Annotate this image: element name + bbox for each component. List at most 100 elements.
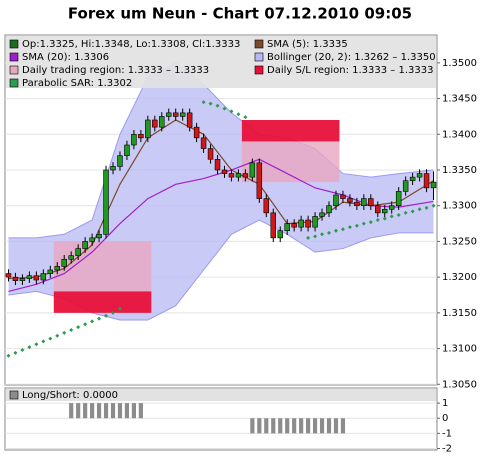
sar-dot — [104, 313, 109, 318]
sar-dot — [403, 210, 408, 215]
legend-label: Daily trading region: 1.3333 – 1.3333 — [22, 65, 209, 76]
sar-dot — [111, 310, 115, 315]
bar — [326, 418, 332, 434]
bar — [264, 418, 269, 434]
sar-dot — [97, 316, 102, 321]
legend-swatch — [9, 390, 19, 400]
sar-dot — [340, 227, 345, 232]
sar-dot — [424, 205, 429, 210]
candle-body — [103, 169, 109, 235]
bar — [312, 418, 318, 434]
sar-dot — [417, 207, 422, 212]
region — [53, 291, 152, 313]
y-tick-label: 1.3200 — [442, 272, 477, 283]
sar-dot — [90, 319, 95, 324]
candle-body — [256, 162, 263, 199]
candle-body — [47, 269, 54, 274]
candle-body — [263, 198, 270, 214]
candle-body — [319, 212, 325, 217]
sar-dot — [320, 232, 325, 237]
legend-label: SMA (5): 1.3335 — [267, 39, 348, 50]
candle-body — [26, 275, 33, 279]
sar-dot — [48, 336, 53, 341]
legend-label: Parabolic SAR: 1.3302 — [22, 78, 132, 89]
sar-dot — [222, 106, 227, 111]
sar-dot — [243, 115, 248, 120]
bar — [278, 418, 283, 434]
candle-body — [430, 181, 437, 189]
candle-body — [200, 137, 207, 149]
candle-body — [68, 255, 74, 260]
candle-body — [19, 278, 26, 282]
bar — [306, 418, 311, 434]
sar-dot — [34, 342, 39, 347]
y-tick-label: 1.3450 — [442, 94, 477, 105]
legend-background — [6, 36, 436, 88]
y-tick-label: 1 — [442, 398, 448, 409]
legend-label: Op:1.3325, Hi:1.3348, Lo:1.3308, Cl:1.33… — [22, 39, 240, 50]
legend-label: Long/Short: 0.0000 — [22, 390, 118, 401]
candle-body — [409, 176, 416, 182]
candle-body — [193, 126, 200, 139]
bar — [96, 403, 102, 419]
legend-label: SMA (20): 1.3306 — [22, 52, 109, 63]
candle-body — [117, 155, 123, 167]
sar-dot — [236, 112, 241, 117]
sar-dot — [62, 330, 67, 335]
candle-body — [138, 133, 144, 139]
sar-dot — [327, 230, 331, 235]
y-tick-label: 1.3500 — [442, 58, 477, 69]
candle-body — [152, 119, 158, 128]
sar-dot — [361, 221, 366, 226]
region — [53, 241, 152, 292]
chart-title: Forex um Neun - Chart 07.12.2010 09:05 — [68, 5, 412, 23]
candle-body — [375, 205, 381, 214]
y-tick-label: 1.3050 — [442, 379, 477, 390]
plot-layer — [5, 62, 437, 358]
candle-body — [388, 205, 395, 210]
bar — [333, 418, 339, 434]
y-tick-label: 1.3150 — [442, 308, 477, 319]
candle-body — [354, 201, 360, 207]
sar-dot — [208, 101, 213, 106]
sar-dot — [76, 325, 81, 330]
bar — [117, 403, 123, 419]
candle-body — [416, 173, 423, 178]
sar-dot — [333, 228, 338, 233]
bar — [138, 403, 143, 419]
bar — [83, 403, 88, 419]
candle-body — [33, 275, 40, 281]
candle-body — [110, 166, 116, 171]
sar-dot — [396, 213, 401, 217]
bar — [319, 418, 325, 434]
legend-label: Daily S/L region: 1.3333 – 1.3333 — [267, 65, 433, 76]
legend-background — [6, 389, 436, 401]
candle-body — [40, 273, 47, 281]
sar-dot — [229, 109, 234, 114]
candle-body — [305, 219, 311, 228]
sar-dot — [215, 103, 220, 108]
legend-swatch — [9, 39, 19, 49]
candle-body — [326, 205, 332, 214]
legend-swatch — [254, 39, 264, 49]
candle-body — [214, 158, 221, 171]
candle-body — [12, 276, 19, 282]
candle-body — [270, 212, 276, 239]
bar — [124, 403, 130, 419]
bar — [103, 403, 109, 419]
sar-dot — [313, 234, 318, 239]
candle-body — [89, 237, 95, 242]
sar-dot — [410, 209, 415, 214]
candle-body — [5, 273, 12, 278]
candle-body — [291, 223, 297, 228]
candle-body — [423, 173, 430, 189]
candle-body — [54, 266, 60, 271]
candle-body — [284, 223, 290, 232]
candle-body — [347, 198, 353, 203]
legend-swatch — [254, 52, 264, 62]
candle-body — [402, 180, 409, 192]
candle-body — [221, 169, 228, 174]
candle-body — [166, 112, 172, 117]
sar-dot — [117, 306, 122, 311]
y-tick-label: 1.3300 — [442, 201, 477, 212]
